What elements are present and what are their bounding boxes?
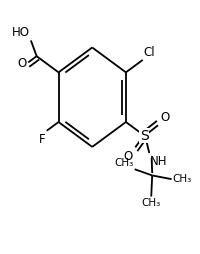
Text: O: O	[124, 150, 133, 163]
Text: O: O	[160, 111, 169, 124]
Text: HO: HO	[12, 26, 30, 39]
Text: O: O	[17, 57, 26, 70]
Text: NH: NH	[150, 155, 168, 168]
Text: CH₃: CH₃	[173, 174, 192, 184]
Text: Cl: Cl	[144, 46, 155, 59]
Text: CH₃: CH₃	[114, 158, 134, 168]
Text: CH₃: CH₃	[142, 198, 161, 208]
Text: S: S	[140, 129, 149, 143]
Text: F: F	[39, 133, 46, 146]
